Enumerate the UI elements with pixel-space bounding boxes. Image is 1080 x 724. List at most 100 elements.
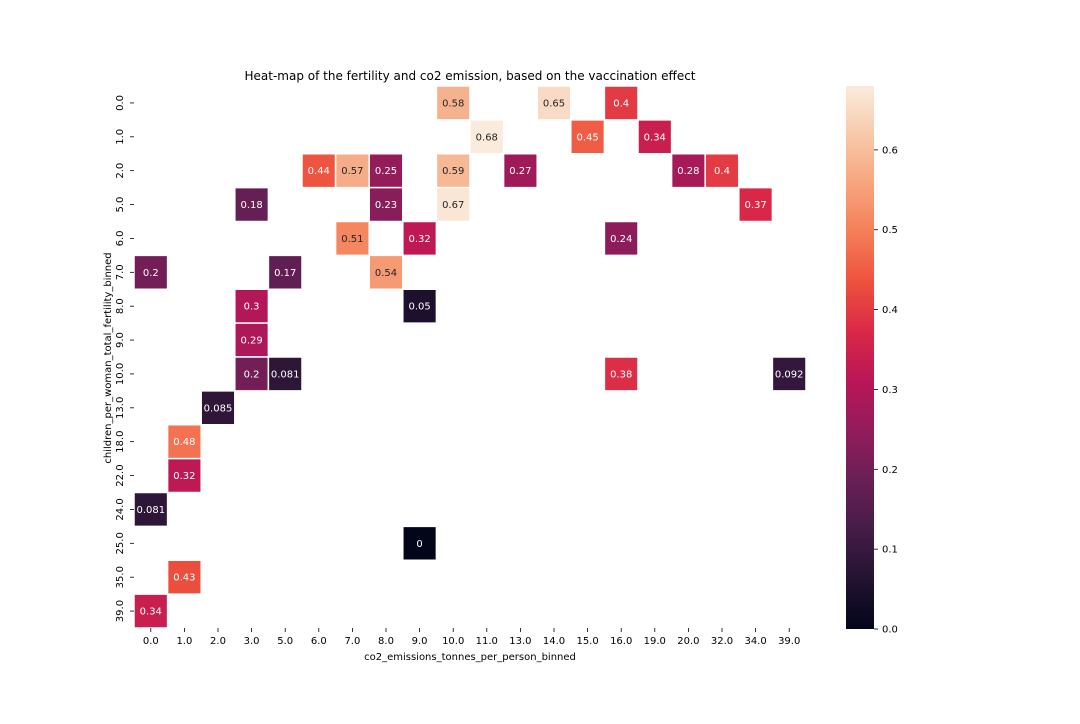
x-tick-label: 7.0: [344, 636, 360, 647]
heatmap-cell-rect: [234, 186, 270, 223]
x-tick-label: 10.0: [442, 636, 464, 647]
heatmap-cell-rect: [402, 220, 438, 257]
heatmap-cell: 0.65: [536, 85, 572, 121]
x-tick-label: 9.0: [412, 636, 428, 647]
x-tick-label: 5.0: [277, 636, 293, 647]
heatmap-cell-label: 0.29: [240, 336, 262, 347]
x-tick-label: 3.0: [244, 636, 260, 647]
heatmap-cell: 0.085: [200, 390, 236, 426]
heatmap-cell: 0.27: [502, 153, 538, 189]
y-tick-label: 1.0: [115, 129, 126, 145]
heatmap-cell-rect: [166, 559, 202, 595]
colorbar-gradient: [846, 86, 874, 629]
y-tick-label: 10.0: [115, 363, 126, 385]
x-tick-label: 20.0: [677, 636, 699, 647]
heatmap-cell-rect: [603, 85, 639, 121]
heatmap-cell: 0.092: [771, 356, 807, 392]
heatmap-cell-label: 0.43: [173, 573, 195, 584]
heatmap-cell-rect: [704, 153, 740, 189]
heatmap-cell: 0.32: [402, 220, 438, 257]
x-tick-label: 11.0: [476, 636, 498, 647]
heatmap-cell-rect: [771, 356, 807, 392]
colorbar-tick-label: 0.2: [882, 465, 898, 476]
heatmap-cell-label: 0.38: [610, 369, 632, 380]
heatmap-cell-label: 0.44: [308, 166, 330, 177]
heatmap-cell-label: 0.34: [644, 132, 666, 143]
heatmap-cell: 0.34: [133, 593, 169, 629]
chart-title: Heat-map of the fertility and co2 emissi…: [244, 69, 695, 83]
colorbar-tick-label: 0.5: [882, 225, 898, 236]
heatmap-cell-rect: [133, 593, 169, 629]
heatmap-cell: 0.17: [267, 254, 303, 290]
heatmap-cell-label: 0.45: [576, 132, 598, 143]
y-tick-label: 9.0: [115, 332, 126, 348]
heatmap-cell: 0.48: [166, 424, 202, 460]
y-axis-ticks: 0.0 1.0 2.0 5.0 6.0 7.0 8.0 9.0 10.0 13.0 18.0 22.0…: [115, 95, 134, 622]
x-tick-label: 1.0: [176, 636, 192, 647]
heatmap-cell: 0.32: [166, 457, 202, 494]
heatmap-cell-rect: [435, 153, 471, 189]
heatmap-cell: 0.67: [435, 186, 471, 223]
colorbar-tick-label: 0.0: [882, 625, 898, 636]
heatmap-cell-rect: [603, 356, 639, 392]
heatmap-cell: 0.45: [570, 119, 606, 155]
colorbar-tick-label: 0.1: [882, 545, 898, 556]
heatmap-cell-label: 0.05: [408, 302, 430, 313]
x-tick-label: 34.0: [744, 636, 766, 647]
heatmap-cell-label: 0.23: [375, 200, 397, 211]
x-tick-label: 16.0: [610, 636, 632, 647]
heatmap-cell-label: 0.3: [244, 302, 260, 313]
heatmap-cell-label: 0.51: [341, 234, 363, 245]
heatmap-cell-rect: [368, 186, 404, 223]
x-tick-label: 14.0: [543, 636, 565, 647]
heatmap-cell-rect: [570, 119, 606, 155]
heatmap-cell: 0.081: [133, 491, 169, 528]
heatmap-cell-rect: [200, 390, 236, 426]
heatmap-cell-label: 0.4: [613, 98, 629, 109]
x-axis-ticks: 0.0 1.0 2.0 3.0 5.0 6.0 7.0 8.0 9.0 10.0 11.0 13.0 1…: [143, 628, 800, 647]
heatmap-cell-rect: [267, 254, 303, 290]
heatmap-cell-label: 0.27: [509, 166, 531, 177]
heatmap-cell: 0.44: [301, 153, 337, 189]
x-tick-label: 8.0: [378, 636, 394, 647]
y-axis-label: children_per_woman_total_fertility_binne…: [103, 252, 114, 463]
heatmap-cell: 0.18: [234, 186, 270, 223]
heatmap-cell-rect: [469, 119, 505, 155]
heatmap-cell-label: 0.32: [173, 471, 195, 482]
heatmap-cell-label: 0.59: [442, 166, 464, 177]
x-tick-label: 2.0: [210, 636, 226, 647]
y-tick-label: 13.0: [115, 397, 126, 419]
y-tick-label: 35.0: [115, 566, 126, 588]
heatmap-cell-label: 0.081: [136, 505, 165, 516]
heatmap-cell-rect: [603, 220, 639, 257]
colorbar-tick-label: 0.3: [882, 385, 898, 396]
y-tick-label: 6.0: [115, 230, 126, 246]
heatmap-cell: 0.54: [368, 254, 404, 290]
colorbar-tick-label: 0.6: [882, 145, 898, 156]
heatmap-cell-rect: [502, 153, 538, 189]
heatmap-cell-label: 0.2: [143, 268, 159, 279]
heatmap-cell-label: 0.25: [375, 166, 397, 177]
x-tick-label: 19.0: [644, 636, 666, 647]
heatmap-cell-label: 0.34: [140, 607, 162, 618]
heatmap-cell-rect: [402, 525, 438, 561]
heatmap-cell-label: 0.32: [408, 234, 430, 245]
heatmap-cell: 0.37: [738, 186, 774, 223]
heatmap-cell: 0.2: [133, 254, 169, 290]
heatmap-cell: 0.23: [368, 186, 404, 223]
heatmap-cell: 0: [402, 525, 438, 561]
heatmap-cell-label: 0.48: [173, 437, 195, 448]
heatmap-cell: 0.43: [166, 559, 202, 595]
heatmap-cell-label: 0.65: [543, 98, 565, 109]
x-tick-label: 6.0: [311, 636, 327, 647]
heatmap-cell-rect: [368, 254, 404, 290]
heatmap-cells: 0.58 0.65 0.4 0.68 0.45 0.34 0.44 0.57 0.25 0.59 0…: [133, 85, 807, 629]
y-tick-label: 24.0: [115, 498, 126, 520]
x-tick-label: 15.0: [576, 636, 598, 647]
heatmap-cell-label: 0.58: [442, 98, 464, 109]
heatmap-cell-label: 0.24: [610, 234, 632, 245]
heatmap-cell-rect: [637, 119, 673, 155]
heatmap-cell: 0.24: [603, 220, 639, 257]
heatmap-cell: 0.28: [670, 153, 706, 189]
